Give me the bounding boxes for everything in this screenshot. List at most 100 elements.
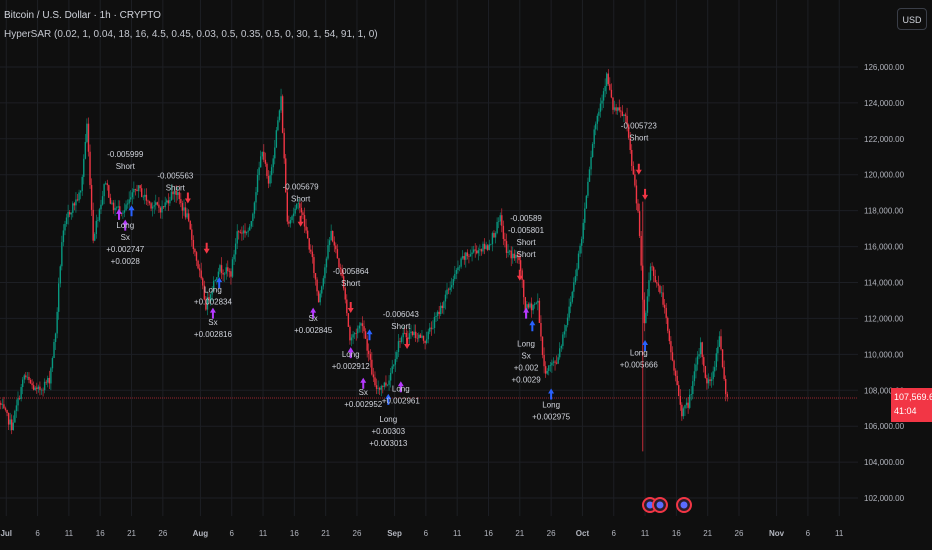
candle-body (297, 203, 299, 205)
candle-body (236, 231, 238, 244)
candle-body (408, 333, 411, 340)
candle-body (68, 212, 71, 215)
trade-label: +0.002816 (194, 330, 233, 339)
candle-body (247, 230, 249, 232)
candle-body (659, 285, 661, 293)
candle-body (720, 336, 722, 350)
candle-body (685, 402, 688, 406)
candle-body (485, 245, 487, 249)
candle-body (399, 341, 401, 342)
candle-body (256, 175, 259, 193)
exit-signal-arrow (122, 219, 129, 231)
last-price-value: 107,569.62 (894, 392, 932, 402)
candle-body (626, 115, 628, 125)
candle-body (325, 258, 328, 268)
candle-body (430, 327, 433, 329)
candle-body (277, 120, 279, 131)
candle-body (660, 292, 663, 294)
candle-body (104, 183, 107, 185)
candle-body (363, 326, 365, 332)
time-tick-label: 16 (484, 529, 493, 538)
candle-body (178, 192, 180, 200)
candle-body (183, 207, 185, 211)
candle-body (519, 260, 522, 271)
candle-body (543, 354, 545, 367)
time-axis[interactable]: Jul 6 11 16 21 26 Aug 6 11 16 21 26 Sep 6 11 16 21 26 Oct 6… (0, 529, 843, 538)
time-tick-label: 11 (835, 529, 844, 538)
candle-body (166, 200, 168, 203)
candle-body (385, 382, 387, 386)
candle-body (601, 100, 603, 104)
time-tick-label: 6 (424, 529, 429, 538)
candle-body (532, 304, 534, 311)
candle-body (609, 84, 611, 90)
candle-body (40, 389, 43, 391)
candle-body (393, 364, 395, 367)
candle-body (574, 276, 577, 283)
candle-body (599, 103, 602, 112)
indicator-legend[interactable]: HyperSAR (0.02, 1, 0.04, 18, 16, 4.5, 0.… (4, 29, 378, 40)
long-signal-arrow (216, 277, 223, 289)
candle-body (123, 210, 126, 213)
candle-body (151, 206, 154, 209)
candle-body (142, 196, 144, 198)
candle-body (529, 303, 531, 308)
time-tick-label: 16 (672, 529, 681, 538)
candle-body (724, 378, 727, 395)
time-tick-label: 26 (735, 529, 744, 538)
candle-body (449, 287, 451, 291)
candle-body (388, 380, 390, 385)
candle-body (20, 387, 22, 399)
candle-body (341, 268, 343, 277)
candle-body (67, 212, 69, 218)
candle-body (275, 130, 278, 148)
candle-body (324, 267, 326, 279)
flag-icon (646, 501, 654, 509)
symbol-title[interactable]: Bitcoin / U.S. Dollar · 1h · CRYPTO (4, 10, 161, 21)
trade-label: +0.0028 (111, 257, 141, 266)
price-tick-label: 110,000.00 (864, 350, 904, 359)
candle-body (573, 282, 575, 292)
candle-body (222, 272, 224, 275)
price-axis[interactable]: 102,000.00 104,000.00 106,000.00 108,000.00… (864, 63, 905, 503)
trade-label: +0.003013 (369, 439, 408, 448)
candle-body (693, 371, 696, 382)
candle-body (469, 254, 472, 257)
candle-body (233, 254, 235, 260)
candle-body (368, 350, 370, 354)
trade-label: Short (116, 162, 136, 171)
candle-body (696, 356, 699, 365)
time-tick-label: 21 (127, 529, 136, 538)
event-markers[interactable] (642, 497, 692, 513)
candle-body (571, 291, 573, 302)
time-tick-label: 6 (229, 529, 234, 538)
candle-body (380, 386, 382, 390)
candle-body (721, 349, 724, 368)
candle-body (308, 238, 310, 250)
candle-body (198, 268, 201, 271)
candle-body (225, 267, 227, 274)
candle-body (604, 86, 606, 92)
candle-body (227, 267, 229, 272)
candle-body (64, 223, 66, 231)
candle-body (357, 328, 359, 334)
candle-body (414, 331, 417, 338)
candle-body (455, 270, 458, 274)
candle-body (447, 289, 450, 291)
candle-body (562, 334, 564, 346)
candle-body (164, 202, 166, 208)
candle-body (173, 190, 176, 195)
candle-body (202, 278, 204, 286)
candle-body (394, 359, 397, 365)
time-tick-label: 21 (703, 529, 712, 538)
candle-body (618, 107, 620, 111)
time-tick-label: Aug (193, 529, 209, 538)
candle-body (11, 419, 13, 431)
candle-body (29, 380, 32, 384)
candle-body (491, 233, 494, 245)
currency-button[interactable]: USD (897, 8, 927, 30)
price-tick-label: 122,000.00 (864, 135, 905, 144)
price-tick-label: 116,000.00 (864, 243, 904, 252)
